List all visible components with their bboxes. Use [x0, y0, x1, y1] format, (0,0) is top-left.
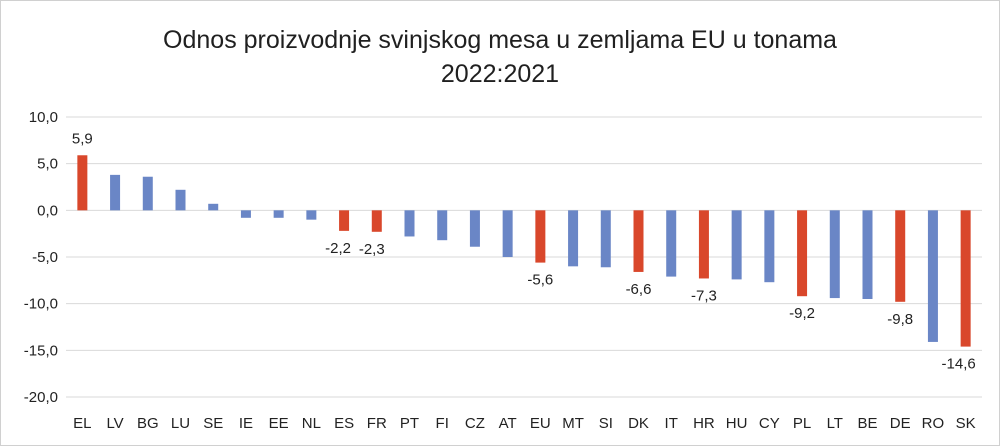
bars — [77, 155, 971, 347]
x-axis-categories: EL LV BG LU SE IE EE NL ES FR PT FI CZ AT EU MT SI DK IT HR… — [73, 415, 975, 432]
x-tick-label: NL — [302, 415, 321, 432]
x-tick-label: LU — [171, 415, 190, 432]
x-tick-label: HR — [693, 415, 715, 432]
data-label-pl: -9,2 — [789, 305, 815, 322]
y-tick-label: 0,0 — [37, 202, 58, 219]
bar-de — [895, 210, 906, 302]
bar-it — [666, 210, 677, 277]
x-tick-label: SE — [203, 415, 223, 432]
bar-fr — [371, 210, 382, 232]
data-label-eu: -5,6 — [527, 272, 553, 289]
data-label-hr: -7,3 — [691, 287, 717, 304]
data-label-es: -2,2 — [325, 240, 351, 257]
x-tick-label: SI — [599, 415, 613, 432]
y-tick-label: 10,0 — [29, 109, 58, 126]
bar-cz — [469, 210, 480, 247]
x-tick-label: BG — [137, 415, 159, 432]
data-label-fr: -2,3 — [359, 241, 385, 258]
x-tick-label: FI — [436, 415, 449, 432]
y-axis-ticks: 10,0 5,0 0,0 -5,0 -10,0 -15,0 -20,0 — [24, 109, 58, 406]
chart-title: Odnos proizvodnje svinjskog mesa u zemlj… — [163, 26, 837, 54]
bar-nl — [306, 210, 317, 220]
bar-mt — [568, 210, 579, 267]
bar-si — [600, 210, 611, 268]
bar-hr — [698, 210, 709, 279]
x-tick-label: EU — [530, 415, 551, 432]
x-tick-label: RO — [922, 415, 945, 432]
x-tick-label: PT — [400, 415, 419, 432]
bar-pt — [404, 210, 415, 237]
x-tick-label: FR — [367, 415, 387, 432]
x-tick-label: BE — [857, 415, 877, 432]
chart-subtitle: 2022:2021 — [440, 60, 560, 88]
bar-lv — [110, 174, 121, 211]
bar-fi — [437, 210, 448, 241]
bar-at — [502, 210, 513, 257]
y-tick-label: -20,0 — [24, 389, 58, 406]
x-tick-label: AT — [499, 415, 517, 432]
data-label-sk: -14,6 — [942, 356, 976, 373]
x-tick-label: EL — [73, 415, 91, 432]
bar-sk — [960, 210, 971, 347]
x-tick-label: IT — [665, 415, 678, 432]
x-tick-label: HU — [726, 415, 748, 432]
data-label-el: 5,9 — [72, 130, 93, 147]
bar-se — [208, 203, 219, 211]
bar-pl — [797, 210, 808, 297]
bar-be — [862, 210, 873, 299]
y-tick-label: -5,0 — [32, 249, 58, 266]
y-tick-label: -15,0 — [24, 342, 58, 359]
y-tick-label: 5,0 — [37, 156, 58, 173]
bar-ie — [240, 210, 251, 218]
bar-lt — [829, 210, 840, 299]
bar-el — [77, 155, 88, 211]
bar-hu — [731, 210, 742, 280]
data-label-de: -9,8 — [887, 311, 913, 328]
data-labels: 5,9 -2,2 -2,3 -5,6 -6,6 -7,3 -9,2 -9,8 -14,6 — [72, 130, 976, 372]
x-tick-label: SK — [956, 415, 976, 432]
x-tick-label: DK — [628, 415, 649, 432]
bar-ee — [273, 210, 284, 218]
bar-eu — [535, 210, 546, 263]
bar-es — [339, 210, 350, 231]
x-tick-label: CY — [759, 415, 780, 432]
x-tick-label: MT — [562, 415, 584, 432]
bar-bg — [142, 176, 153, 211]
x-tick-label: LV — [106, 415, 123, 432]
y-tick-label: -10,0 — [24, 296, 58, 313]
gridlines — [66, 116, 982, 398]
bar-lu — [175, 189, 186, 211]
x-tick-label: IE — [239, 415, 253, 432]
bar-cy — [764, 210, 775, 283]
bar-ro — [927, 210, 938, 342]
x-tick-label: PL — [793, 415, 811, 432]
x-tick-label: DE — [890, 415, 911, 432]
x-tick-label: EE — [269, 415, 289, 432]
x-tick-label: CZ — [465, 415, 485, 432]
x-tick-label: LT — [827, 415, 843, 432]
bar-dk — [633, 210, 644, 272]
data-label-dk: -6,6 — [626, 281, 652, 298]
x-tick-label: ES — [334, 415, 354, 432]
